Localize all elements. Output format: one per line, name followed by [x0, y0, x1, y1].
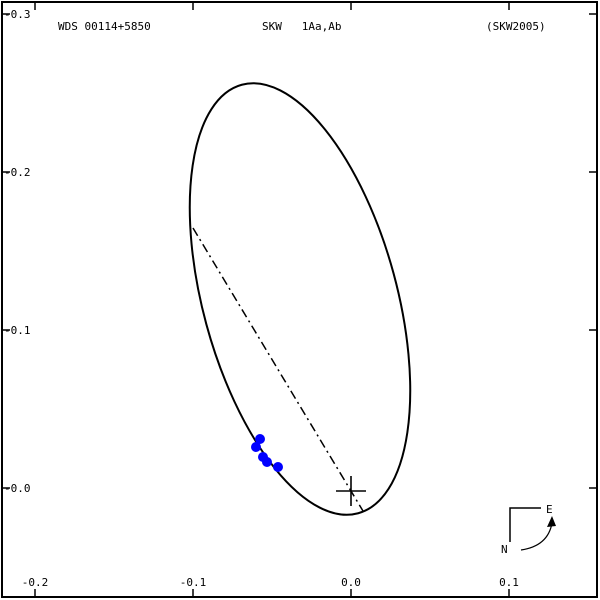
y-tick-label: -0.2 [4, 166, 31, 179]
x-tick-label: -0.2 [22, 576, 49, 589]
compass-arrowhead-icon [547, 516, 556, 527]
compass-north-label: N [501, 543, 508, 556]
observation-point [255, 434, 265, 444]
observation-point [251, 442, 261, 452]
compass-bracket [509, 507, 541, 542]
line-of-nodes [192, 227, 364, 512]
y-tick-label: -0.1 [4, 324, 31, 337]
y-tick-label: -0.0 [4, 482, 31, 495]
observation-point [262, 457, 272, 467]
x-tick-label: -0.1 [180, 576, 207, 589]
orbit-designation: SKW 1Aa,Ab [262, 20, 342, 33]
y-tick-label: -0.3 [4, 8, 31, 21]
x-tick-label: 0.0 [341, 576, 361, 589]
wds-identifier: WDS 00114+5850 [58, 20, 151, 33]
compass-rose: E N [501, 503, 556, 556]
compass-east-label: E [546, 503, 553, 516]
orbit-reference: (SKW2005) [486, 20, 546, 33]
x-tick-label: 0.1 [499, 576, 519, 589]
compass-arrow-arc [520, 522, 553, 551]
orbit-ellipse [188, 82, 412, 516]
observation-point [273, 462, 283, 472]
